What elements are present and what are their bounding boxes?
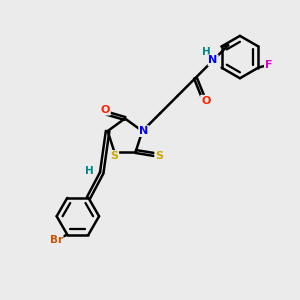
Text: H: H [202, 47, 211, 57]
Text: O: O [100, 105, 110, 115]
Text: N: N [208, 55, 218, 65]
Text: S: S [155, 151, 163, 161]
Text: Br: Br [50, 235, 63, 245]
Text: S: S [110, 151, 118, 161]
Text: F: F [265, 60, 272, 70]
Text: H: H [85, 167, 94, 176]
Text: O: O [201, 96, 210, 106]
Text: N: N [139, 126, 148, 136]
